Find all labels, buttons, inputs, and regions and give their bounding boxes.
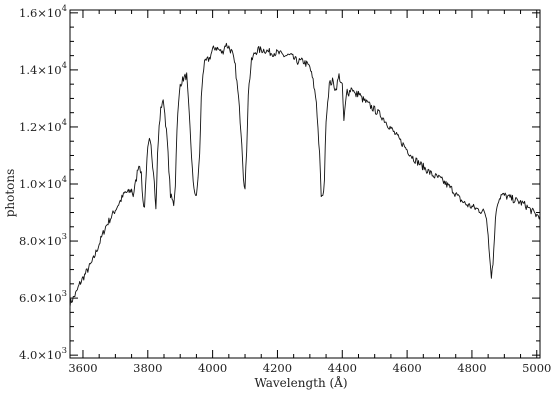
axis-ticks (70, 10, 540, 358)
y-tick-mantissa: 1.0 (19, 177, 37, 191)
y-tick-exponent: 4 (62, 61, 67, 71)
y-tick-mantissa: 6.0 (19, 291, 37, 305)
y-tick-labels: 4.0×1036.0×1038.0×1031.0×1041.2×1041.4×1… (19, 4, 67, 362)
y-tick-exponent: 3 (62, 289, 67, 299)
x-axis-title: Wavelength (Å) (254, 375, 347, 390)
y-tick-times: ×10 (37, 234, 61, 248)
x-tick-label: 4000 (198, 361, 227, 375)
y-tick-exponent: 4 (62, 4, 67, 14)
x-tick-label: 3800 (133, 361, 162, 375)
y-axis-title: photons (3, 169, 17, 218)
x-tick-label: 3600 (68, 361, 97, 375)
y-tick-exponent: 4 (62, 175, 67, 185)
y-tick-times: ×10 (37, 6, 61, 20)
y-tick-times: ×10 (37, 177, 61, 191)
y-tick-mantissa: 4.0 (19, 348, 37, 362)
y-tick-label: 1.0×104 (19, 175, 67, 191)
y-tick-times: ×10 (37, 63, 61, 77)
y-tick-label: 1.2×104 (19, 118, 67, 134)
y-tick-label: 6.0×103 (19, 289, 67, 305)
x-tick-label: 4400 (328, 361, 357, 375)
x-tick-label: 5000 (522, 361, 551, 375)
y-tick-label: 1.6×104 (19, 4, 67, 20)
x-tick-label: 4200 (263, 361, 292, 375)
y-tick-times: ×10 (37, 120, 61, 134)
y-tick-times: ×10 (37, 348, 61, 362)
x-tick-label: 4800 (457, 361, 486, 375)
y-tick-mantissa: 1.4 (19, 63, 37, 77)
y-tick-mantissa: 1.6 (19, 6, 37, 20)
y-tick-exponent: 3 (62, 346, 67, 356)
x-tick-labels: 3600 3800 4000 4200 4400 4600 4800 5000 (68, 361, 551, 375)
y-tick-mantissa: 1.2 (19, 120, 37, 134)
y-tick-exponent: 3 (62, 232, 67, 242)
y-tick-label: 1.4×104 (19, 61, 67, 77)
y-tick-label: 8.0×103 (19, 232, 67, 248)
y-tick-mantissa: 8.0 (19, 234, 37, 248)
spectrum-line (69, 42, 541, 308)
y-tick-label: 4.0×103 (19, 346, 67, 362)
y-tick-exponent: 4 (62, 118, 67, 128)
x-tick-label: 4600 (392, 361, 421, 375)
y-tick-times: ×10 (37, 291, 61, 305)
